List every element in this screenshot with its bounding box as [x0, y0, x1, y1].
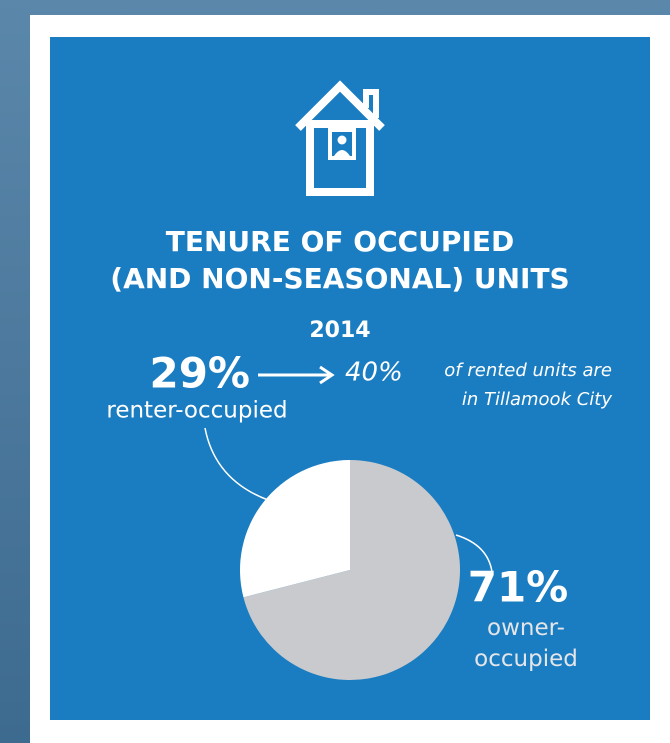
value-label: 71% — [468, 563, 569, 612]
annotation-text: in Tillamook City — [462, 389, 612, 410]
annotation-value: 40% — [345, 358, 403, 388]
pie-slice — [243, 460, 460, 680]
leader-line — [455, 534, 493, 573]
title-line: (AND NON-SEASONAL) UNITS — [110, 262, 569, 295]
arrow — [258, 365, 335, 385]
category-label: renter-occupied — [106, 398, 287, 424]
category-label: owner-occupied — [474, 615, 578, 672]
pie — [240, 460, 460, 680]
title-line: TENURE OF OCCUPIED — [166, 225, 514, 258]
annotation-text: of rented units are — [444, 360, 612, 381]
subtitle: 2014 — [309, 318, 370, 343]
value-label: 29% — [149, 349, 250, 398]
pie-slice — [240, 460, 350, 598]
leader-line — [204, 427, 269, 501]
house-icon — [295, 80, 385, 196]
